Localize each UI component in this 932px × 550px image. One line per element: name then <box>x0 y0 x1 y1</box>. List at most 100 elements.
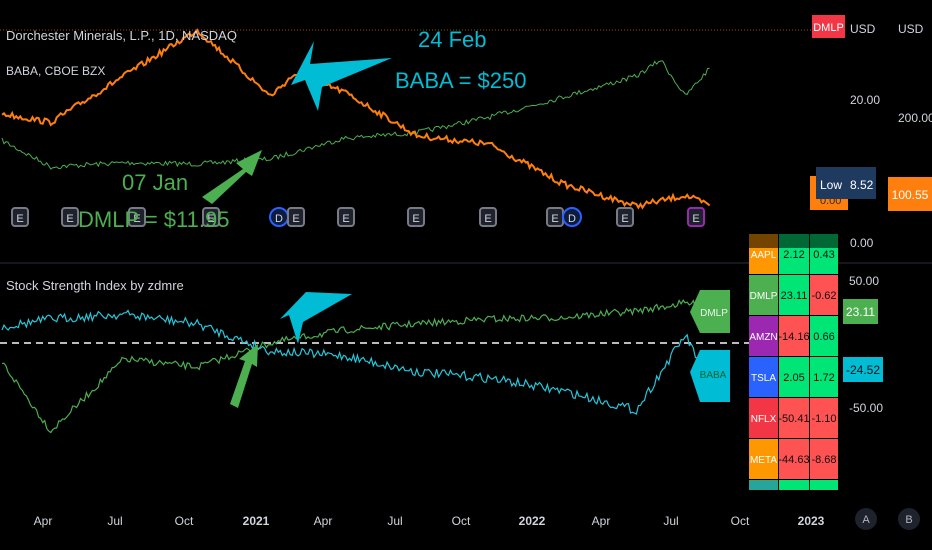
table-value: -50.41 <box>778 413 809 425</box>
earnings-marker[interactable]: E <box>337 207 355 227</box>
earnings-marker[interactable]: E <box>61 207 79 227</box>
auto-scale-label: A <box>862 514 870 526</box>
table-cell <box>749 480 778 490</box>
baba-line-tag <box>690 350 730 402</box>
table-cell <box>810 316 838 356</box>
earnings-marker[interactable]: E <box>128 207 146 227</box>
table-value: -0.62 <box>811 290 836 302</box>
cyan-arrow-top <box>291 41 392 111</box>
earnings-marker[interactable]: E <box>11 207 29 227</box>
table-cell <box>810 480 838 490</box>
time-axis-label: 2022 <box>519 514 546 528</box>
table-cell <box>749 275 778 315</box>
table-value: -1.10 <box>811 413 836 425</box>
table-value: -14.16 <box>778 331 809 343</box>
table-value: 2.05 <box>783 372 804 384</box>
table-value: 0.43 <box>813 249 834 261</box>
marker-letter: E <box>292 213 299 225</box>
strength-table: AAPL 2.12 0.43 DMLP 23.11 -0.62 AMZN -14.16 0.66… <box>749 234 839 490</box>
baba-price-value: 100.55 <box>892 188 929 202</box>
marker-letter: E <box>66 213 73 225</box>
earnings-marker[interactable]: E <box>479 207 497 227</box>
baba-value-badge[interactable] <box>843 357 883 382</box>
dividend-marker[interactable]: D <box>562 207 582 227</box>
table-row: DMLP 23.11 -0.62 <box>749 275 838 315</box>
baba-price-line <box>1 28 711 210</box>
time-axis-label: Jul <box>107 514 122 528</box>
table-value: 0.66 <box>813 331 834 343</box>
earnings-marker[interactable]: E <box>407 207 425 227</box>
log-scale-button[interactable] <box>898 508 920 530</box>
auto-scale-button[interactable] <box>855 508 877 530</box>
time-axis-label: Jul <box>387 514 402 528</box>
ind-tick-neg50: -50.00 <box>849 401 883 415</box>
green-arrow-top <box>202 150 262 204</box>
table-value: 2.12 <box>783 249 804 261</box>
ssi-baba-line <box>1 309 711 415</box>
table-symbol: DMLP <box>750 291 778 302</box>
annotation-jan-date: 07 Jan <box>122 170 188 195</box>
indicator-title: Stock Strength Index by zdmre <box>6 278 184 293</box>
low-badge[interactable] <box>816 167 876 199</box>
time-axis-label: Oct <box>731 514 750 528</box>
table-cell <box>749 316 778 356</box>
price-pane <box>1 28 711 210</box>
table-row: NFLX -50.41 -1.10 <box>749 398 838 438</box>
time-axis-label: Apr <box>34 514 53 528</box>
marker-letter: E <box>484 213 491 225</box>
table-symbol: AMZN <box>749 332 777 343</box>
marker-letter: E <box>16 213 23 225</box>
earnings-marker[interactable]: E <box>546 207 564 227</box>
table-value: 1.72 <box>813 372 834 384</box>
table-value: -8.68 <box>811 454 836 466</box>
table-clip-shade <box>749 234 839 248</box>
table-row: META -44.63 -8.68 <box>749 439 838 479</box>
ssi-dmlp-line <box>2 299 710 434</box>
marker-letter: E <box>551 213 558 225</box>
dividend-marker[interactable]: D <box>269 207 289 227</box>
time-axis-label: Oct <box>452 514 471 528</box>
table-cell <box>779 439 809 479</box>
table-cell <box>779 357 809 397</box>
table-cell <box>810 439 838 479</box>
marker-letter: E <box>412 213 419 225</box>
indicator-pane <box>1 299 711 434</box>
time-axis[interactable]: Apr Jul Oct 2021 Apr Jul Oct 2022 Apr Jul Oct 2023 <box>34 514 825 528</box>
table-cell <box>779 316 809 356</box>
left-currency-label[interactable]: USD <box>850 22 876 36</box>
table-symbol: NFLX <box>751 414 777 425</box>
marker-letter: D <box>568 213 576 225</box>
right-currency-label[interactable]: USD <box>898 22 924 36</box>
table-value: 23.11 <box>781 290 808 302</box>
marker-letter: E <box>133 213 140 225</box>
earnings-marker[interactable]: E <box>202 207 220 227</box>
left-tick-0: 0.00 <box>850 236 874 250</box>
dmlp-price-line <box>1 60 710 170</box>
table-symbol: META <box>750 455 777 466</box>
dmlp-top-label: DMLP <box>813 22 844 34</box>
baba-value: -24.52 <box>846 363 880 377</box>
dmlp-value-badge[interactable] <box>843 299 878 324</box>
right-tick-200: 200.00 <box>898 111 932 125</box>
time-axis-label: Jul <box>663 514 678 528</box>
baba-price-badge[interactable] <box>888 177 932 211</box>
dmlp-top-badge[interactable] <box>812 15 845 38</box>
earnings-marker[interactable]: E <box>687 207 705 227</box>
earnings-marker[interactable]: E <box>616 207 634 227</box>
time-axis-label: Apr <box>314 514 333 528</box>
annotation-jan-text: DMLP = $11.95 <box>78 207 229 232</box>
table-cell <box>810 357 838 397</box>
annotation-feb-text: BABA = $250 <box>395 68 527 93</box>
table-cell <box>779 480 809 490</box>
left-tick-20: 20.00 <box>850 93 880 107</box>
dmlp-line-tag <box>690 290 730 333</box>
baba-tag-label: BABA <box>700 370 727 381</box>
earnings-marker[interactable]: E <box>287 207 305 227</box>
time-axis-label: Oct <box>175 514 194 528</box>
marker-letter: E <box>692 213 699 225</box>
annotation-feb-date: 24 Feb <box>418 27 487 52</box>
table-row: TSLA 2.05 1.72 <box>749 357 838 397</box>
dmlp-tag-label: DMLP <box>700 308 728 319</box>
